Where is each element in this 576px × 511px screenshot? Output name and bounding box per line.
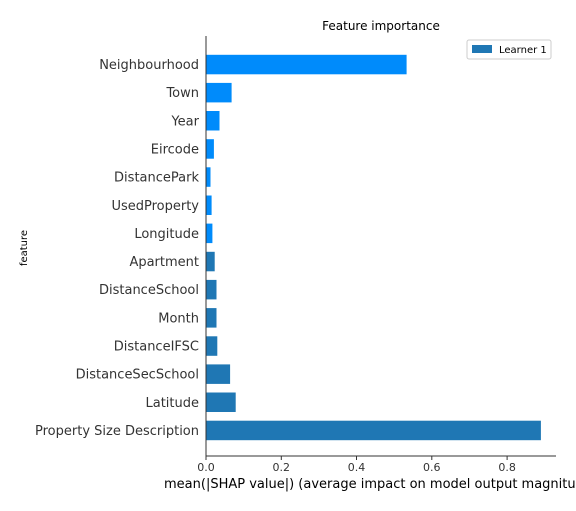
category-label: Apartment [129,255,199,270]
x-axis-label: mean(|SHAP value|) (average impact on mo… [164,477,576,492]
bar-year [206,111,220,131]
bars-group [206,54,541,441]
bar-month [206,308,217,328]
category-label: Eircode [151,142,199,157]
legend-swatch [472,45,492,53]
category-label: DistanceSchool [99,283,199,298]
legend-label: Learner 1 [499,45,547,56]
y-axis-label: feature [19,230,30,266]
bar-neighbourhood [206,54,407,75]
bar-distanceschool [206,279,217,300]
bar-apartment [206,251,215,272]
legend: Learner 1 [466,39,552,60]
bar-property-size-description [206,420,541,441]
category-label: DistanceIFSC [114,340,199,355]
category-label: Town [165,86,199,101]
x-ticks: 0.0 0.2 0.4 0.6 0.8 [197,456,516,474]
x-tick-label: 0.4 [348,461,366,474]
category-label: DistanceSecSchool [76,368,199,383]
category-label: Property Size Description [35,424,199,439]
chart-title: Feature importance [322,19,440,33]
category-labels: Neighbourhood Town Year Eircode DistancePark… [35,58,200,439]
category-label: Longitude [134,227,199,242]
bar-longitude [206,223,213,244]
x-tick-label: 0.6 [423,461,441,474]
bar-distancepark [206,167,211,187]
bar-eircode [206,139,214,159]
category-label: Month [158,311,199,326]
bar-usedproperty [206,195,212,215]
category-label: DistancePark [114,171,199,186]
x-tick-label: 0.0 [197,461,215,474]
bar-town [206,82,232,103]
x-tick-label: 0.8 [498,461,516,474]
x-tick-label: 0.2 [273,461,291,474]
category-label: Neighbourhood [99,58,199,73]
category-label: Latitude [145,396,199,411]
category-label: Year [170,114,199,129]
bar-distancesecschool [206,364,231,384]
bar-latitude [206,392,236,412]
category-label: UsedProperty [111,199,199,214]
legend-frame [466,39,552,60]
bar-distanceifsc [206,336,218,356]
